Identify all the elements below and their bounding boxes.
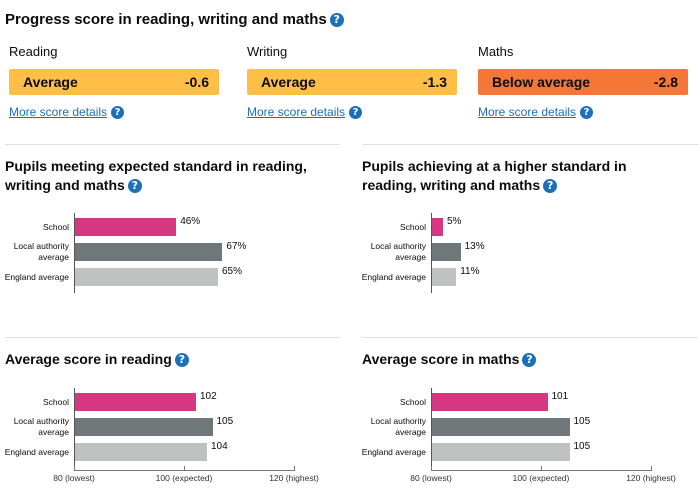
help-icon[interactable]: ? [127, 179, 142, 193]
band-label: Average [261, 74, 316, 90]
category-label: Local authority average [13, 241, 69, 262]
bar-local-authority [75, 418, 213, 436]
value-label: 5% [447, 216, 462, 227]
category-label: England average [361, 272, 426, 282]
help-icon[interactable]: ? [111, 106, 125, 119]
y-axis [74, 388, 75, 470]
bar-local-authority [432, 418, 570, 436]
chart-title-text: Pupils achieving at a higher standard in… [362, 158, 627, 193]
x-tick-label: 120 (highest) [269, 473, 319, 483]
band-label: Below average [492, 74, 591, 90]
y-axis [431, 388, 432, 470]
help-icon[interactable]: ? [580, 106, 594, 119]
y-axis [431, 213, 432, 293]
value-label: 65% [222, 266, 243, 277]
progress-writing: Writing Average -1.3 More score details? [247, 44, 457, 119]
bar-england [432, 443, 570, 461]
bar-school [75, 393, 196, 411]
bar-local-authority [75, 243, 223, 261]
progress-title: Progress score in reading, writing and m… [5, 11, 344, 28]
y-axis [74, 213, 75, 293]
score-value: -1.3 [422, 74, 447, 90]
chart-title-maths: Average score in maths? [362, 350, 537, 369]
bar-school [432, 218, 443, 236]
bar-school [432, 393, 548, 411]
category-label: England average [4, 447, 69, 457]
help-icon[interactable]: ? [174, 353, 189, 367]
divider [5, 337, 340, 338]
more-score-details-link[interactable]: More score details [247, 105, 346, 119]
progress-maths: Maths Below average -2.8 More score detai… [478, 44, 688, 119]
subject-label: Reading [9, 44, 58, 59]
progress-reading: Reading Average -0.6 More score details? [9, 44, 219, 119]
category-label: Local authority average [370, 416, 426, 437]
chart-title-higher: Pupils achieving at a higher standard in… [362, 157, 672, 195]
value-label: 13% [464, 241, 485, 252]
bar-england [432, 268, 457, 286]
chart-title-expected: Pupils meeting expected standard in read… [5, 157, 325, 195]
score-value: -2.8 [653, 74, 678, 90]
value-label: 46% [180, 216, 201, 227]
x-tick [184, 466, 185, 471]
category-label: Local authority average [13, 416, 69, 437]
category-label: England average [4, 272, 69, 282]
bar-england [75, 268, 218, 286]
value-label: 105 [216, 416, 234, 427]
score-box: Average -0.6 [9, 69, 219, 95]
x-tick [651, 466, 652, 471]
value-label: 11% [460, 266, 480, 277]
bar-local-authority [432, 243, 461, 261]
bar-england [75, 443, 207, 461]
value-label: 101 [551, 391, 569, 402]
score-box: Average -1.3 [247, 69, 457, 95]
score-value: -0.6 [184, 74, 209, 90]
subject-label: Maths [478, 44, 514, 59]
chart-title-text: Average score in maths [362, 351, 520, 367]
progress-title-text: Progress score in reading, writing and m… [5, 11, 327, 28]
score-box: Below average -2.8 [478, 69, 688, 95]
value-label: 105 [573, 441, 591, 452]
x-tick-label: 120 (highest) [626, 473, 676, 483]
x-tick-label: 100 (expected) [155, 473, 213, 483]
help-icon[interactable]: ? [522, 353, 537, 367]
x-tick-label: 100 (expected) [512, 473, 570, 483]
category-label: England average [361, 447, 426, 457]
chart-title-text: Average score in reading [5, 351, 172, 367]
x-tick [431, 466, 432, 471]
divider [5, 144, 340, 145]
divider [362, 144, 698, 145]
x-tick-label: 80 (lowest) [410, 473, 452, 483]
value-label: 102 [200, 391, 217, 402]
category-label: School [400, 397, 426, 407]
value-label: 67% [226, 241, 247, 252]
x-tick [541, 466, 542, 471]
x-tick-label: 80 (lowest) [53, 473, 95, 483]
more-score-details-link[interactable]: More score details [478, 105, 577, 119]
help-icon[interactable]: ? [349, 106, 363, 119]
chart-title-text: Pupils meeting expected standard in read… [5, 158, 307, 193]
value-label: 105 [573, 416, 591, 427]
category-label: Local authority average [370, 241, 426, 262]
help-icon[interactable]: ? [329, 13, 344, 27]
help-icon[interactable]: ? [543, 179, 558, 193]
subject-label: Writing [247, 44, 288, 59]
x-tick [294, 466, 295, 471]
x-tick [74, 466, 75, 471]
category-label: School [43, 222, 69, 232]
more-score-details-link[interactable]: More score details [9, 105, 108, 119]
category-label: School [43, 397, 69, 407]
band-label: Average [23, 74, 78, 90]
category-label: School [400, 222, 426, 232]
bar-school [75, 218, 177, 236]
chart-title-reading: Average score in reading? [5, 350, 189, 369]
value-label: 104 [211, 441, 228, 452]
divider [362, 337, 698, 338]
